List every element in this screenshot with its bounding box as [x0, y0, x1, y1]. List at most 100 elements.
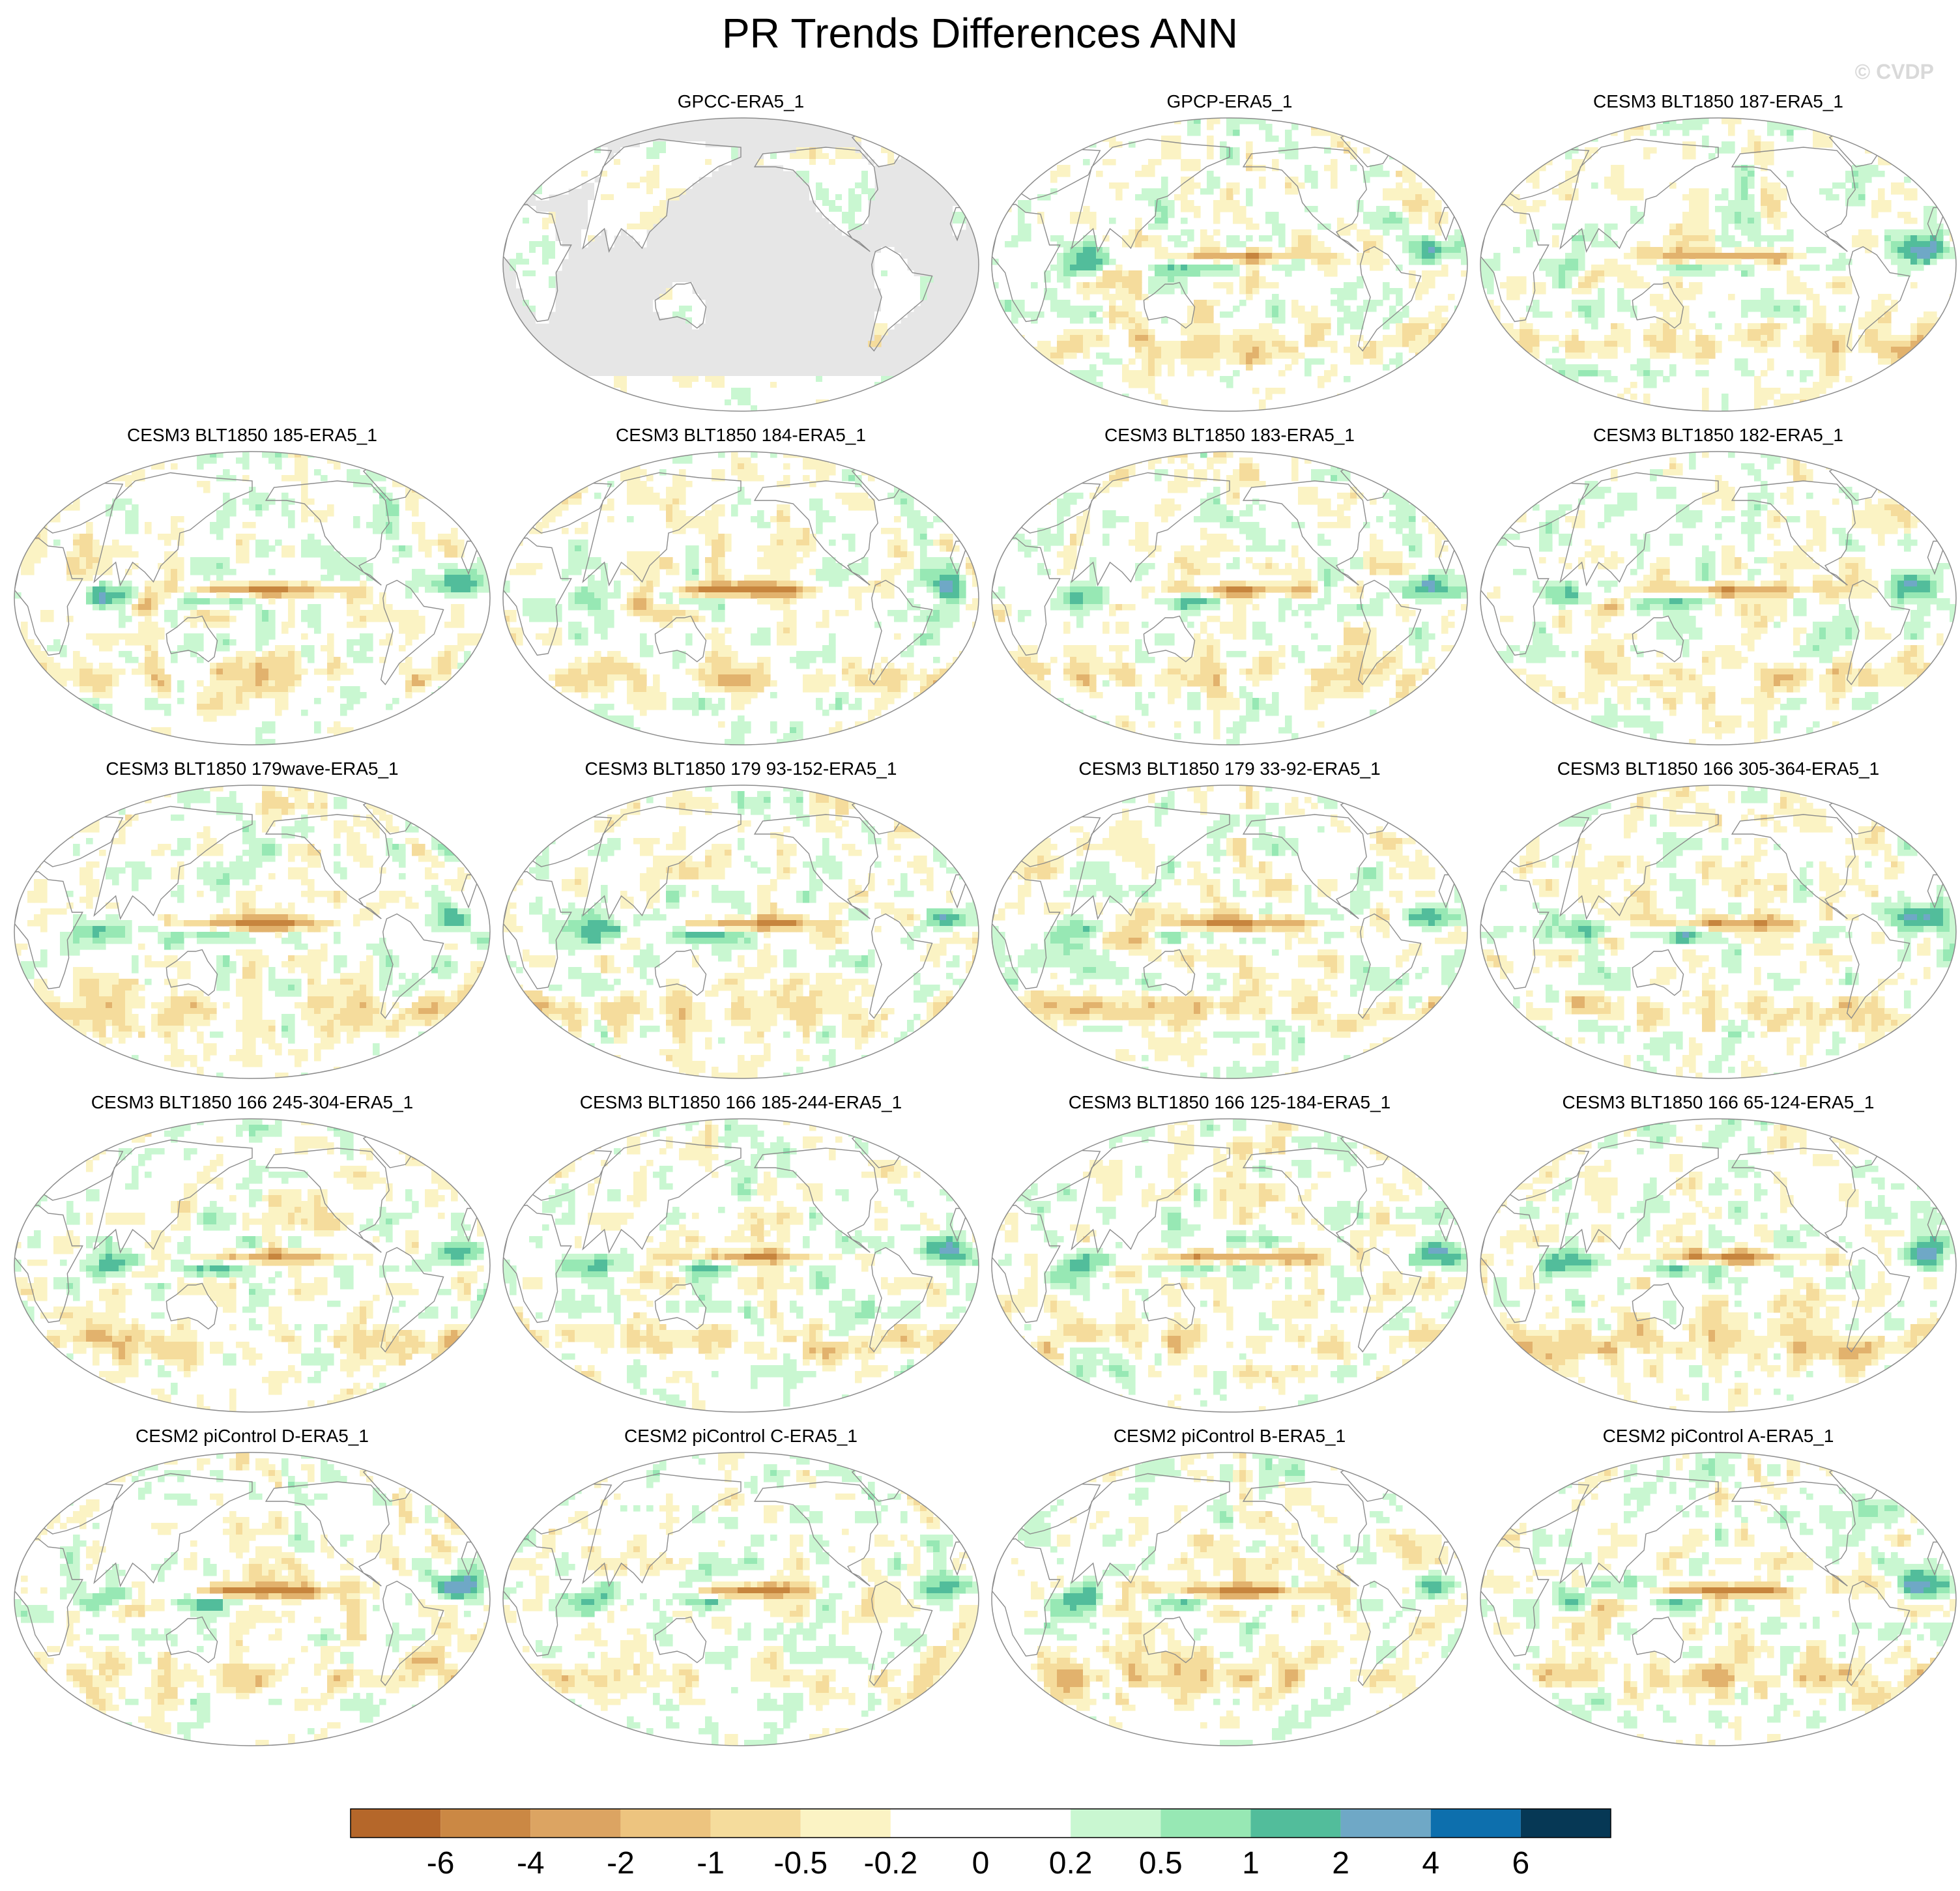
field-cell	[255, 674, 263, 681]
field-cell	[1298, 182, 1305, 189]
field-cell	[1722, 259, 1729, 265]
field-cell	[392, 522, 399, 528]
field-cell	[477, 557, 484, 564]
field-cell	[1142, 335, 1149, 341]
field-cell	[614, 188, 621, 195]
field-cell	[1506, 282, 1514, 289]
field-cell	[444, 592, 452, 599]
field-cell	[132, 504, 139, 511]
field-cell	[1031, 171, 1038, 177]
field-cell	[1585, 270, 1592, 277]
field-cell	[1129, 329, 1136, 336]
field-cell	[1767, 364, 1774, 371]
field-cell	[1194, 182, 1201, 189]
field-cell	[861, 165, 869, 171]
field-cell	[1226, 353, 1233, 359]
field-cell	[1252, 259, 1260, 265]
field-cell	[1702, 399, 1709, 406]
field-cell	[1363, 177, 1370, 183]
field-cell	[1272, 317, 1279, 324]
field-cell	[1044, 194, 1051, 201]
field-cell	[1624, 194, 1631, 201]
field-cell	[1246, 288, 1253, 295]
field-cell	[1865, 177, 1872, 183]
field-cell	[594, 394, 601, 400]
field-cell	[620, 159, 627, 166]
field-cell	[347, 686, 354, 693]
field-cell	[1252, 270, 1260, 277]
field-cell	[366, 657, 373, 663]
field-cell	[1291, 311, 1299, 318]
field-cell	[816, 200, 823, 207]
field-cell	[1083, 265, 1090, 271]
field-cell	[503, 241, 510, 248]
field-cell	[1871, 347, 1879, 353]
field-cell	[666, 394, 673, 400]
field-cell	[1226, 311, 1233, 318]
field-cell	[255, 604, 263, 611]
field-cell	[353, 475, 360, 482]
field-cell	[894, 259, 901, 265]
field-cell	[1689, 141, 1696, 148]
field-cell	[308, 657, 315, 663]
field-cell	[659, 159, 667, 166]
field-cell	[1155, 347, 1162, 353]
field-cell	[1011, 241, 1018, 248]
field-cell	[177, 645, 184, 652]
field-cell	[1917, 229, 1924, 236]
field-cell	[1598, 347, 1605, 353]
field-cell	[835, 206, 843, 212]
field-cell	[1611, 259, 1618, 265]
field-cell	[1174, 141, 1181, 148]
field-cell	[1076, 370, 1084, 377]
field-cell	[1819, 329, 1826, 336]
field-cell	[1409, 200, 1416, 207]
field-cell	[901, 288, 908, 295]
field-cell	[1761, 141, 1768, 148]
field-cell	[132, 610, 139, 616]
field-cell	[1246, 259, 1253, 265]
field-cell	[327, 551, 334, 558]
field-cell	[1311, 206, 1318, 212]
field-cell	[1376, 347, 1383, 353]
field-cell	[1272, 335, 1279, 341]
field-cell	[1917, 317, 1924, 324]
field-cell	[1585, 317, 1592, 324]
field-cell	[601, 376, 608, 383]
field-cell	[86, 698, 93, 704]
field-cell	[262, 663, 269, 669]
field-cell	[549, 265, 556, 271]
field-cell	[1070, 259, 1077, 265]
field-cell	[1643, 394, 1650, 400]
field-cell	[1122, 376, 1129, 383]
field-cell	[887, 276, 895, 283]
field-cell	[529, 276, 536, 283]
field-cell	[581, 382, 588, 388]
field-cell	[1037, 364, 1045, 371]
field-cell	[444, 545, 452, 552]
field-cell	[1252, 335, 1260, 341]
field-cell	[1396, 388, 1403, 394]
field-cell	[1187, 311, 1194, 318]
field-cell	[1708, 253, 1716, 259]
field-cell	[1611, 182, 1618, 189]
field-cell	[1422, 358, 1429, 365]
field-cell	[1213, 364, 1220, 371]
field-cell	[1070, 353, 1077, 359]
field-cell	[1552, 130, 1559, 136]
field-cell	[1643, 364, 1650, 371]
field-cell	[1722, 405, 1729, 411]
field-cell	[842, 212, 849, 218]
field-cell	[334, 463, 341, 470]
field-cell	[21, 645, 28, 652]
field-cell	[1578, 394, 1585, 400]
field-cell	[523, 276, 530, 283]
field-cell	[1585, 288, 1592, 295]
field-cell	[1396, 353, 1403, 359]
field-cell	[1572, 306, 1579, 312]
field-cell	[353, 569, 360, 575]
field-cell	[477, 581, 484, 587]
field-cell	[281, 686, 289, 693]
field-cell	[1285, 188, 1292, 195]
field-cell	[1865, 136, 1872, 142]
